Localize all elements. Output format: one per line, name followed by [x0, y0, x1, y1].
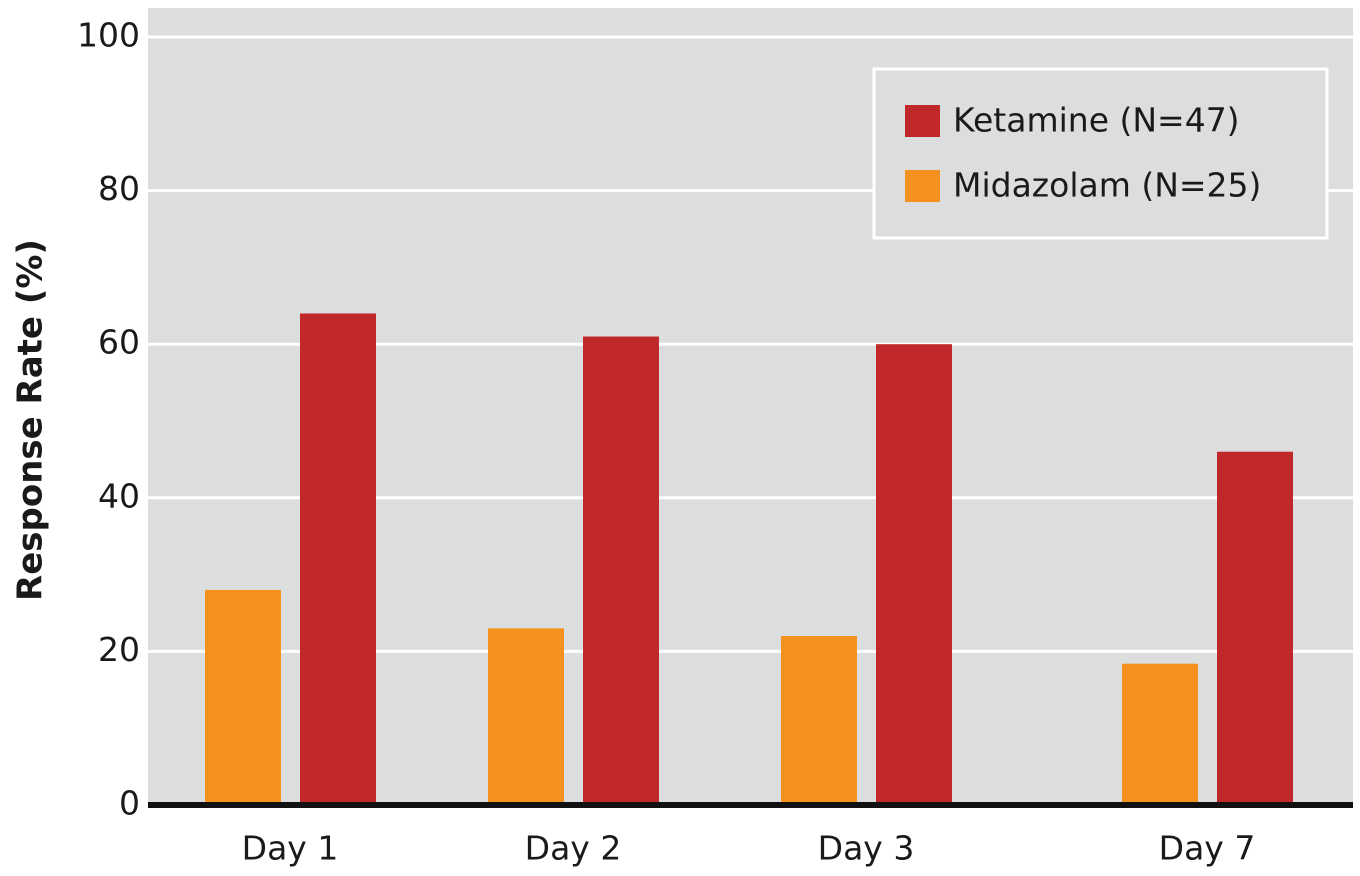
bar: [583, 336, 659, 805]
bar: [205, 589, 281, 805]
y-tick-label: 60: [98, 323, 140, 362]
legend-label: Ketamine (N=47): [953, 101, 1240, 140]
y-tick-label: 100: [77, 16, 140, 55]
bar: [1122, 663, 1198, 805]
legend-swatch: [905, 170, 940, 202]
y-tick-label: 20: [98, 630, 140, 669]
y-tick-label: 0: [119, 784, 140, 823]
legend-swatch: [905, 105, 940, 137]
legend-label: Midazolam (N=25): [953, 166, 1261, 205]
y-tick-label: 80: [98, 169, 140, 208]
x-tick-label: Day 2: [525, 829, 622, 868]
legend-box: [872, 67, 1329, 240]
bar: [488, 628, 564, 805]
y-axis-title: Response Rate (%): [11, 239, 51, 601]
x-tick-label: Day 3: [818, 829, 915, 868]
x-tick-label: Day 1: [242, 829, 339, 868]
x-tick-label: Day 7: [1159, 829, 1256, 868]
bar: [1217, 451, 1293, 805]
bar: [781, 636, 857, 805]
y-tick-label: 40: [98, 476, 140, 515]
bar: [300, 313, 376, 805]
bar: [876, 344, 952, 805]
